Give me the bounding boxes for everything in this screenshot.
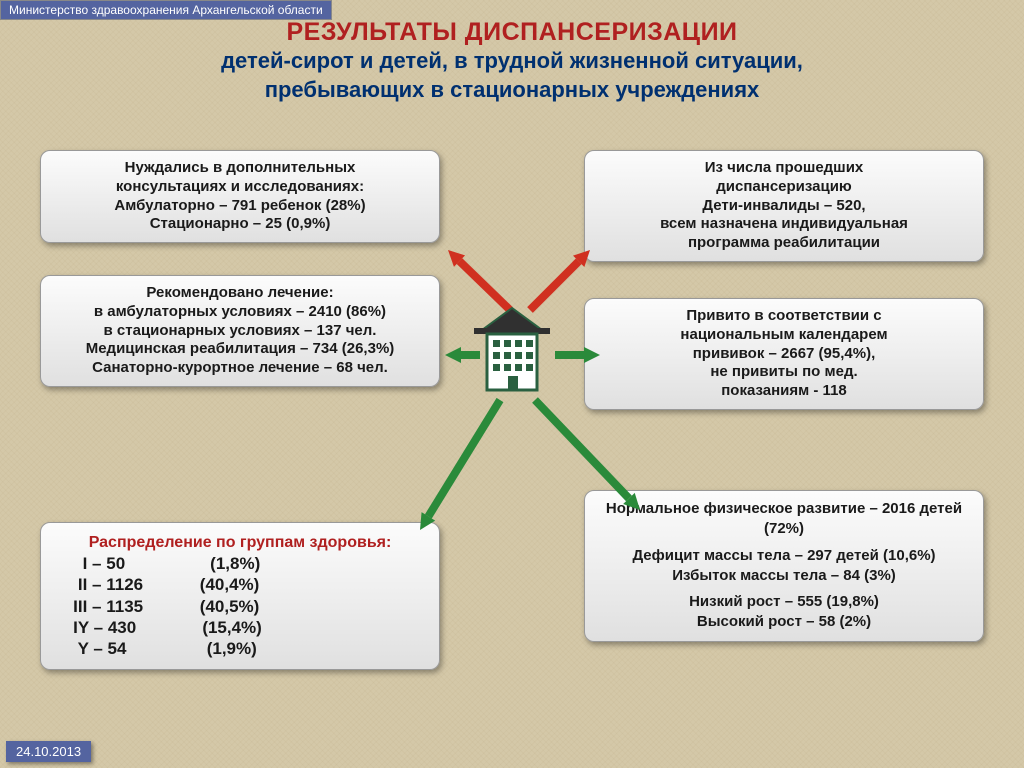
hospital-icon — [472, 300, 552, 400]
date-badge: 24.10.2013 — [6, 741, 91, 762]
